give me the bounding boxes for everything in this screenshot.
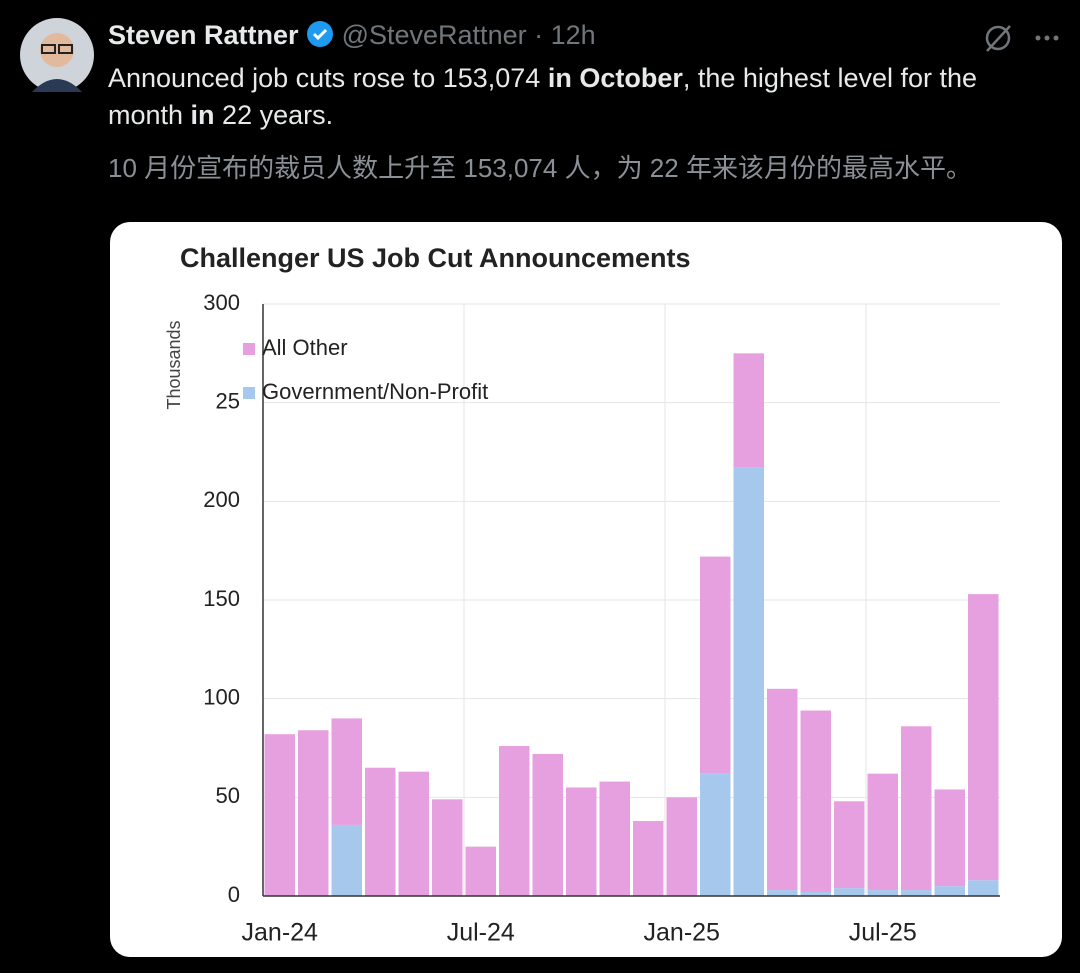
bar-segment bbox=[465, 846, 496, 896]
legend-swatch bbox=[243, 343, 255, 355]
bar-segment bbox=[432, 799, 463, 896]
verified-badge bbox=[307, 21, 334, 47]
bar-segment bbox=[666, 797, 697, 896]
bar-segment bbox=[733, 467, 764, 896]
y-tick-label: 300 bbox=[203, 290, 240, 315]
bar-segment bbox=[733, 353, 764, 468]
bar-segment bbox=[331, 824, 362, 896]
bar-segment bbox=[532, 753, 563, 896]
legend-label: All Other bbox=[262, 335, 348, 360]
avatar[interactable] bbox=[20, 18, 94, 92]
x-tick-label: Jul-24 bbox=[447, 919, 515, 947]
bar-segment bbox=[901, 890, 932, 896]
chart-title: Challenger US Job Cut Announcements bbox=[180, 243, 691, 273]
bar-segment bbox=[800, 892, 831, 896]
y-tick-label: 200 bbox=[203, 487, 240, 512]
x-tick-label: Jan-24 bbox=[242, 919, 319, 947]
y-tick-label: 50 bbox=[216, 783, 240, 808]
bar-segment bbox=[834, 801, 865, 889]
tweet-text: Announced job cuts rose to 153,074 in Oc… bbox=[108, 60, 1048, 134]
bar-segment bbox=[767, 688, 798, 891]
bar-segment bbox=[633, 821, 664, 896]
y-tick-label: 25 bbox=[216, 388, 240, 413]
y-tick-label: 100 bbox=[203, 684, 240, 709]
bar-segment bbox=[800, 710, 831, 893]
bar-segment bbox=[968, 880, 999, 896]
x-tick-label: Jan-25 bbox=[644, 919, 720, 947]
bar-segment bbox=[700, 773, 731, 896]
x-tick-label: Jul-25 bbox=[849, 919, 917, 947]
legend-swatch bbox=[243, 387, 255, 399]
bar-segment bbox=[700, 556, 731, 774]
bar-segment bbox=[365, 767, 396, 896]
bar-segment bbox=[264, 734, 295, 896]
legend-label: Government/Non-Profit bbox=[262, 379, 488, 404]
chart-card: Challenger US Job Cut Announcements Thou… bbox=[110, 222, 1062, 957]
bar-segment bbox=[566, 787, 597, 896]
y-tick-label: 0 bbox=[228, 882, 240, 907]
bar-segment bbox=[499, 746, 530, 896]
bar-segment bbox=[331, 718, 362, 825]
handle[interactable]: @SteveRattner bbox=[341, 20, 527, 50]
text-part: in bbox=[190, 100, 215, 130]
bar-segment bbox=[867, 890, 898, 896]
bar-segment bbox=[298, 730, 329, 896]
separator: · bbox=[534, 20, 544, 50]
author-name[interactable]: Steven Rattner bbox=[108, 20, 299, 50]
bar-segment bbox=[834, 888, 865, 896]
text-part: in October bbox=[547, 63, 683, 93]
bar-segment bbox=[867, 773, 898, 891]
bar-segment bbox=[968, 594, 999, 881]
y-axis-label: Thousands bbox=[164, 320, 184, 409]
text-part: , the highest level for the month bbox=[108, 63, 978, 130]
bar-segment bbox=[934, 886, 965, 896]
bar-segment bbox=[599, 781, 630, 896]
chart: Challenger US Job Cut Announcements Thou… bbox=[164, 243, 1000, 947]
translation: 10 月份宣布的裁员人数上升至 153,074 人，为 22 年来该月份的最高水… bbox=[108, 153, 972, 183]
bar-segment bbox=[934, 789, 965, 887]
y-tick-label: 150 bbox=[203, 586, 240, 611]
text-part: 22 years. bbox=[214, 100, 334, 130]
time[interactable]: 12h bbox=[550, 20, 596, 50]
text-part: Announced job cuts rose to 153,074 bbox=[108, 63, 548, 93]
tweet-actions[interactable] bbox=[982, 22, 1062, 54]
bar-segment bbox=[901, 726, 932, 891]
bar-segment bbox=[398, 771, 429, 896]
tweet-header: Steven Rattner @SteveRattner · 12h bbox=[108, 20, 596, 51]
bar-segment bbox=[767, 890, 798, 896]
